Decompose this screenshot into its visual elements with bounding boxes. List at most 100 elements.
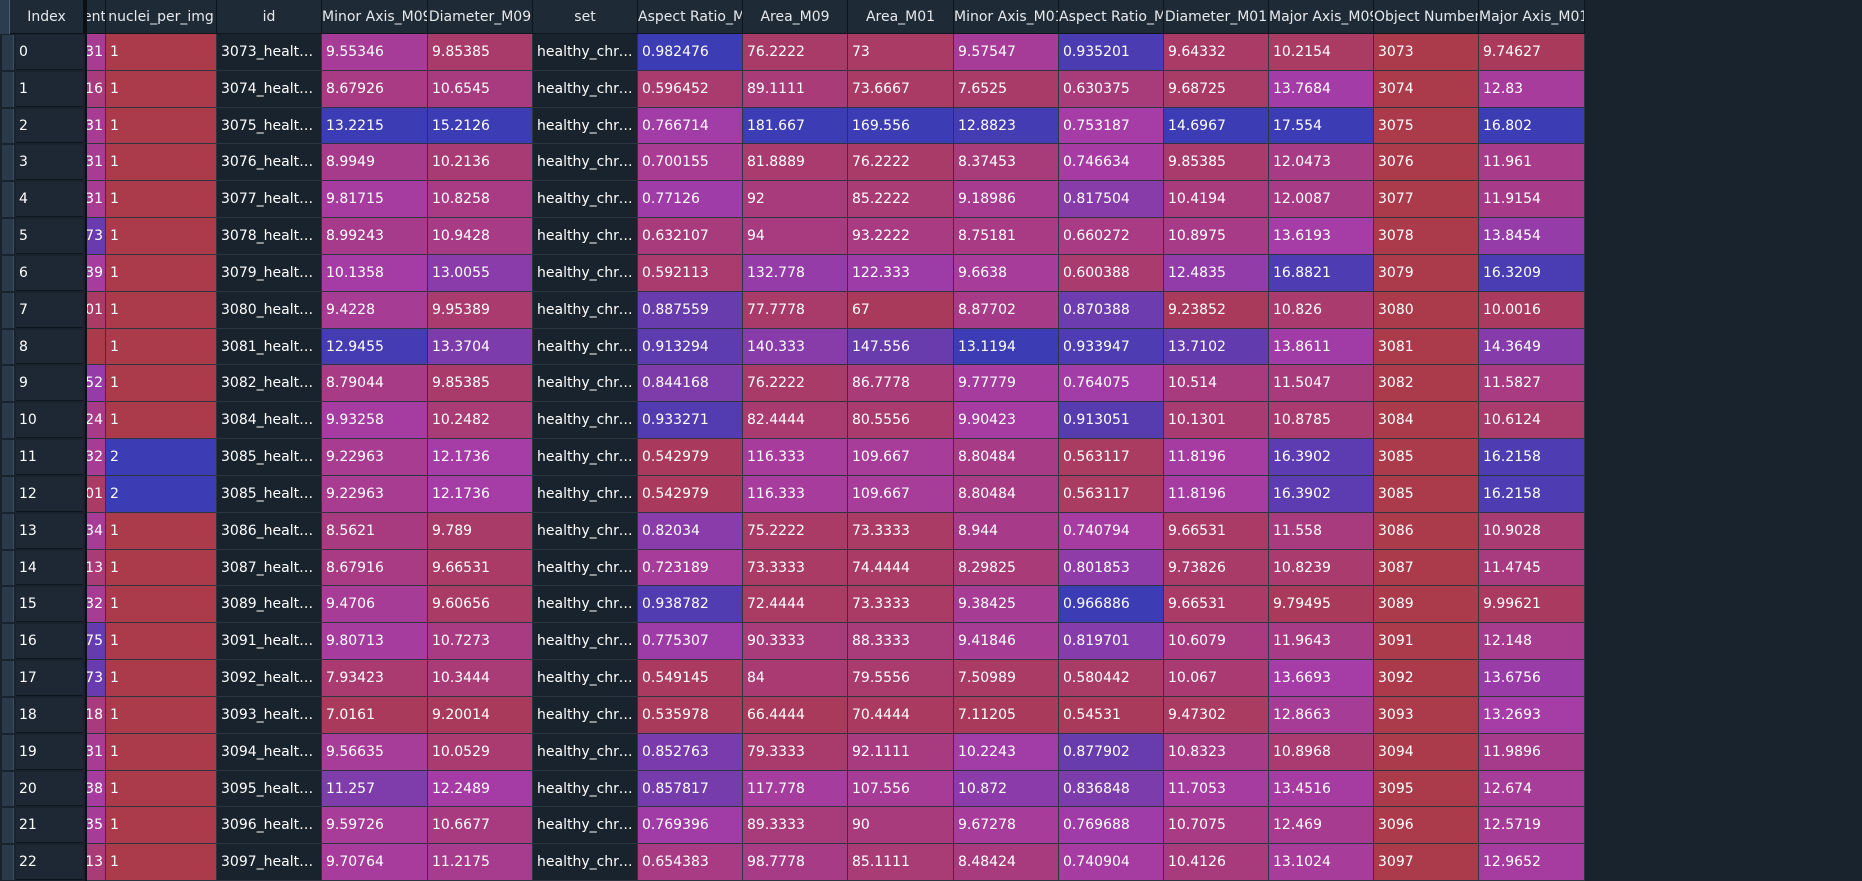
table-cell-c12[interactable]: 13.7684	[1269, 70, 1374, 108]
table-cell-c2[interactable]: 3094_healthy_…	[217, 733, 322, 771]
table-cell-c1[interactable]: 1	[106, 34, 217, 71]
table-cell-c12[interactable]: 13.6693	[1269, 660, 1374, 697]
table-cell-c8[interactable]: 85.1111	[848, 844, 954, 881]
table-cell-c13[interactable]: 3077	[1374, 181, 1479, 219]
index-row[interactable]: 3	[0, 144, 85, 182]
table-cell-c7[interactable]: 90.3333	[743, 623, 848, 661]
table-cell-c10[interactable]: 0.836848	[1059, 770, 1164, 808]
row-select-handle[interactable]	[2, 845, 14, 881]
table-cell-c7[interactable]: 66.4444	[743, 696, 848, 734]
table-cell-c0[interactable]: 34	[87, 512, 106, 550]
table-cell-c11[interactable]: 9.23852	[1164, 291, 1269, 329]
table-cell-c8[interactable]: 85.2222	[848, 181, 954, 219]
corner-select-handle[interactable]	[0, 0, 10, 34]
table-cell-c6[interactable]: 0.535978	[638, 696, 743, 734]
table-cell-c14[interactable]: 11.9154	[1479, 181, 1585, 219]
table-cell-c4[interactable]: 13.0055	[428, 254, 533, 292]
table-cell-c14[interactable]: 12.148	[1479, 623, 1585, 661]
table-cell-c7[interactable]: 140.333	[743, 328, 848, 366]
table-cell-c6[interactable]: 0.775307	[638, 623, 743, 661]
table-cell-c4[interactable]: 11.2175	[428, 844, 533, 881]
table-cell-c11[interactable]: 9.64332	[1164, 34, 1269, 71]
table-cell-c7[interactable]: 132.778	[743, 254, 848, 292]
table-cell-c8[interactable]: 88.3333	[848, 623, 954, 661]
row-select-handle[interactable]	[2, 403, 14, 439]
table-cell-c10[interactable]: 0.563117	[1059, 439, 1164, 476]
table-cell-c13[interactable]: 3076	[1374, 144, 1479, 182]
table-cell-c9[interactable]: 10.872	[954, 770, 1059, 808]
table-cell-c4[interactable]: 15.2126	[428, 107, 533, 145]
table-cell-c1[interactable]: 1	[106, 291, 217, 329]
table-cell-c3[interactable]: 9.55346	[322, 34, 428, 71]
table-cell-c2[interactable]: 3091_healthy_…	[217, 623, 322, 661]
table-cell-c10[interactable]: 0.913051	[1059, 402, 1164, 440]
column-header-c8[interactable]: Area_M01	[848, 0, 954, 34]
table-cell-c1[interactable]: 1	[106, 402, 217, 440]
table-cell-c7[interactable]: 181.667	[743, 107, 848, 145]
table-cell-c11[interactable]: 13.7102	[1164, 328, 1269, 366]
table-cell-c4[interactable]: 9.95389	[428, 291, 533, 329]
table-cell-c10[interactable]: 0.740794	[1059, 512, 1164, 550]
table-cell-c14[interactable]: 10.0016	[1479, 291, 1585, 329]
table-cell-c0[interactable]: 32	[87, 586, 106, 624]
table-cell-c0[interactable]: 39	[87, 254, 106, 292]
row-select-handle[interactable]	[2, 292, 14, 328]
row-select-handle[interactable]	[2, 219, 14, 254]
table-cell-c3[interactable]: 8.5621	[322, 512, 428, 550]
table-cell-c6[interactable]: 0.766714	[638, 107, 743, 145]
table-cell-c1[interactable]: 1	[106, 107, 217, 145]
table-cell-c13[interactable]: 3073	[1374, 34, 1479, 71]
table-cell-c0[interactable]: 31	[87, 144, 106, 182]
table-cell-c12[interactable]: 12.0087	[1269, 181, 1374, 219]
table-cell-c2[interactable]: 3089_healthy_…	[217, 586, 322, 624]
table-cell-c6[interactable]: 0.596452	[638, 70, 743, 108]
row-select-handle[interactable]	[2, 550, 14, 586]
row-select-handle[interactable]	[2, 182, 14, 218]
table-cell-c13[interactable]: 3097	[1374, 844, 1479, 881]
table-cell-c5[interactable]: healthy_chrom…	[533, 365, 638, 403]
table-cell-c9[interactable]: 8.80484	[954, 475, 1059, 513]
column-header-c5[interactable]: set	[533, 0, 638, 34]
table-cell-c0[interactable]: 31	[87, 733, 106, 771]
table-cell-c0[interactable]: 13	[87, 844, 106, 881]
table-cell-c0[interactable]: 01	[87, 475, 106, 513]
table-cell-c4[interactable]: 10.2482	[428, 402, 533, 440]
column-header-c7[interactable]: Area_M09	[743, 0, 848, 34]
table-cell-c2[interactable]: 3095_healthy_…	[217, 770, 322, 808]
table-cell-c3[interactable]: 9.81715	[322, 181, 428, 219]
table-cell-c5[interactable]: healthy_chrom…	[533, 181, 638, 219]
table-cell-c5[interactable]: healthy_chrom…	[533, 439, 638, 476]
row-select-handle[interactable]	[2, 329, 14, 365]
index-row[interactable]: 12	[0, 475, 85, 513]
table-cell-c11[interactable]: 10.4194	[1164, 181, 1269, 219]
table-cell-c3[interactable]: 8.67926	[322, 70, 428, 108]
table-cell-c0[interactable]: 73	[87, 660, 106, 697]
table-cell-c13[interactable]: 3091	[1374, 623, 1479, 661]
table-cell-c14[interactable]: 11.961	[1479, 144, 1585, 182]
table-cell-c11[interactable]: 12.4835	[1164, 254, 1269, 292]
table-cell-c2[interactable]: 3079_healthy_…	[217, 254, 322, 292]
table-cell-c1[interactable]: 1	[106, 218, 217, 255]
table-cell-c7[interactable]: 76.2222	[743, 34, 848, 71]
table-cell-c1[interactable]: 1	[106, 733, 217, 771]
table-cell-c8[interactable]: 79.5556	[848, 660, 954, 697]
table-cell-c6[interactable]: 0.857817	[638, 770, 743, 808]
table-cell-c2[interactable]: 3075_healthy_…	[217, 107, 322, 145]
table-cell-c5[interactable]: healthy_chrom…	[533, 402, 638, 440]
table-cell-c2[interactable]: 3093_healthy_…	[217, 696, 322, 734]
table-cell-c12[interactable]: 12.8663	[1269, 696, 1374, 734]
table-cell-c4[interactable]: 10.9428	[428, 218, 533, 255]
table-cell-c5[interactable]: healthy_chrom…	[533, 844, 638, 881]
index-row[interactable]: 20	[0, 770, 85, 808]
table-cell-c0[interactable]: 35	[87, 807, 106, 845]
table-cell-c7[interactable]: 72.4444	[743, 586, 848, 624]
table-cell-c5[interactable]: healthy_chrom…	[533, 34, 638, 71]
table-cell-c12[interactable]: 11.9643	[1269, 623, 1374, 661]
table-cell-c3[interactable]: 7.0161	[322, 696, 428, 734]
table-cell-c5[interactable]: healthy_chrom…	[533, 549, 638, 587]
table-cell-c7[interactable]: 94	[743, 218, 848, 255]
table-cell-c8[interactable]: 73.3333	[848, 512, 954, 550]
table-cell-c1[interactable]: 2	[106, 439, 217, 476]
row-select-handle[interactable]	[2, 145, 14, 181]
table-cell-c2[interactable]: 3077_healthy_…	[217, 181, 322, 219]
